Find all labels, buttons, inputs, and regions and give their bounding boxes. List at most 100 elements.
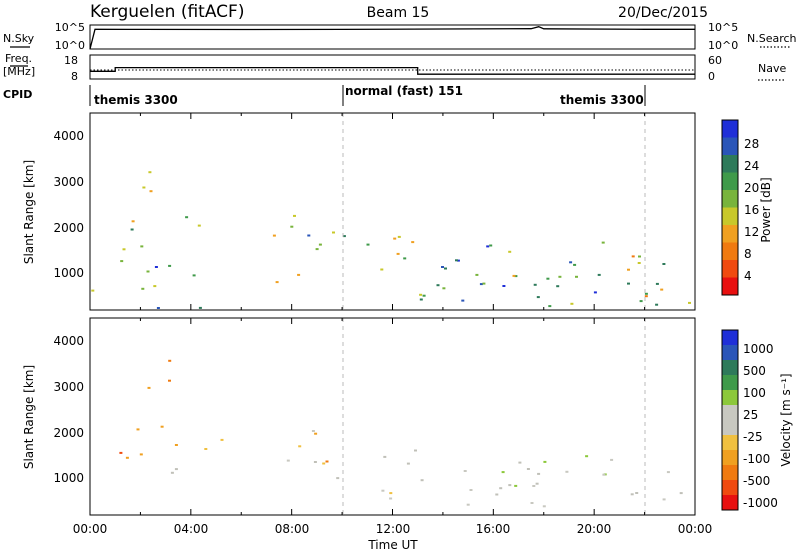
velocity-cell [518, 461, 522, 464]
power-cell [293, 214, 296, 217]
power-cell [662, 263, 666, 265]
power-cell [185, 216, 189, 219]
power-cell [558, 275, 562, 278]
power-cell [508, 250, 512, 253]
velocity-cell [170, 471, 174, 474]
velocity-cell [313, 461, 317, 463]
power-cell [91, 289, 95, 292]
velocity-colorbar-swatch [722, 420, 738, 436]
power-cell [197, 224, 201, 227]
power-cell [419, 293, 423, 296]
nave-label: Nave [758, 62, 786, 75]
velocity-cell [535, 482, 539, 485]
power-cell [332, 231, 335, 234]
velocity-colorbar-swatch [722, 495, 738, 511]
power-cell [546, 277, 550, 280]
power-cell [660, 288, 664, 291]
velocity-cell [381, 489, 385, 492]
freq-right-tick-bottom: 0 [708, 70, 715, 83]
power-cell [461, 299, 465, 302]
power-cell [512, 274, 516, 277]
velocity-colorbar-swatch [722, 435, 738, 451]
velocity-cell [662, 498, 666, 501]
power-colorbar-label-24: 24 [744, 159, 759, 173]
power-cell [422, 294, 426, 297]
power-y-axis-title: Slant Range [km] [22, 160, 36, 264]
noise-panel-frame [89, 24, 696, 50]
power-colorbar [722, 120, 738, 296]
power-cell [436, 284, 440, 287]
power-cell [272, 234, 276, 237]
x-tick-label-0800: 08:00 [275, 522, 310, 536]
power-cell [290, 225, 294, 228]
power-cell [489, 244, 493, 247]
power-cell [569, 261, 573, 264]
power-cell [146, 270, 150, 273]
power-colorbar-title: Power [dB] [759, 177, 773, 242]
power-cell [479, 283, 483, 286]
power-cell [156, 307, 160, 309]
velocity-colorbar-swatch [722, 345, 738, 361]
velocity-colorbar-swatch [722, 465, 738, 481]
velocity-colorbar-label-25: 25 [743, 408, 758, 422]
x-tick-label-2000: 20:00 [577, 522, 612, 536]
power-cell [403, 257, 407, 260]
power-cell [444, 267, 447, 270]
velocity-colorbar-title: Velocity [m s⁻¹] [779, 373, 793, 466]
power-cell [548, 305, 552, 308]
cpid-label: CPID [3, 88, 32, 101]
power-cell [570, 302, 574, 305]
power-cell [168, 264, 172, 267]
power-cell [475, 273, 479, 276]
power-panel-frame [89, 112, 696, 311]
nsky-label: N.Sky [3, 32, 35, 45]
power-cell [275, 281, 279, 284]
power-cell [140, 245, 144, 248]
power-cell [198, 306, 202, 309]
velocity-cell [204, 448, 208, 450]
velocity-cell [147, 386, 151, 389]
velocity-cell [383, 455, 387, 458]
velocity-y-tick-3000: 3000 [53, 380, 84, 394]
velocity-y-tick-2000: 2000 [53, 426, 84, 440]
cpid-segment-3-label: themis 3300 [560, 93, 644, 107]
power-cell [631, 255, 635, 258]
freq-label-line1: Freq. [5, 52, 32, 65]
velocity-cell [286, 459, 290, 462]
power-cell [366, 243, 370, 246]
power-cell [486, 245, 490, 248]
power-cell [419, 298, 423, 301]
power-cell [502, 285, 506, 287]
power-cell [154, 266, 158, 268]
power-cell [639, 300, 643, 303]
power-colorbar-label-4: 4 [744, 269, 752, 283]
power-cell [627, 282, 630, 285]
velocity-cell [420, 479, 424, 482]
power-cell [573, 263, 577, 266]
x-axis-title: Time UT [367, 538, 418, 552]
velocity-cell [602, 473, 606, 476]
velocity-colorbar-frame [721, 329, 739, 511]
beam-title: Beam 15 [367, 5, 430, 21]
velocity-cell [311, 430, 315, 432]
velocity-cell [630, 493, 634, 496]
power-cell [142, 186, 146, 189]
velocity-cell [174, 468, 178, 471]
velocity-cell [125, 456, 129, 459]
velocity-cell [168, 359, 172, 362]
velocity-cell [298, 445, 302, 448]
velocity-colorbar-label-500: 500 [743, 364, 766, 378]
power-cell [393, 237, 397, 240]
velocity-colorbar-swatch [722, 390, 738, 406]
velocity-cell [466, 503, 470, 506]
power-cell [411, 241, 415, 244]
velocity-cell [136, 428, 140, 431]
power-cell [342, 235, 346, 238]
velocity-cell [542, 505, 546, 508]
cpid-segment-1-label: themis 3300 [94, 93, 178, 107]
velocity-colorbar-swatch [722, 480, 738, 496]
velocity-colorbar-label-neg500: -500 [743, 474, 770, 488]
power-colorbar-label-16: 16 [744, 203, 759, 217]
power-colorbar-label-8: 8 [744, 247, 752, 261]
power-cell [575, 275, 578, 278]
